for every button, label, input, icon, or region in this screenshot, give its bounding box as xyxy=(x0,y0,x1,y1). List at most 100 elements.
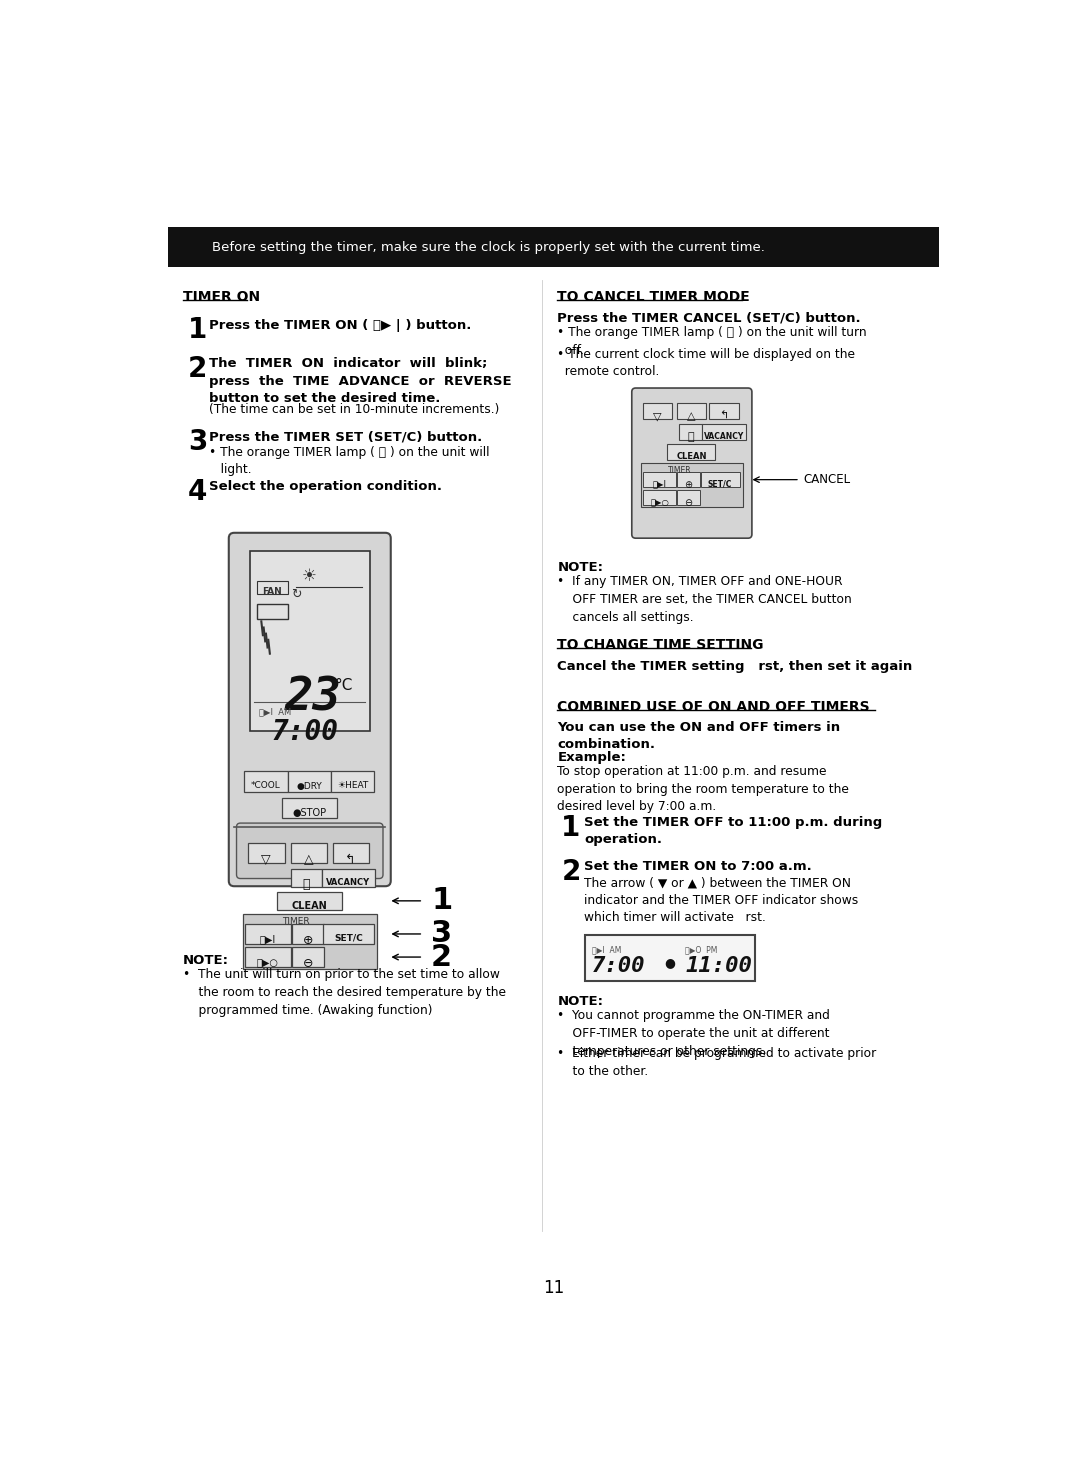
FancyBboxPatch shape xyxy=(282,799,337,818)
FancyBboxPatch shape xyxy=(276,892,342,911)
Text: •  Either timer can be programmed to activate prior
    to the other.: • Either timer can be programmed to acti… xyxy=(557,1047,877,1078)
Text: 1: 1 xyxy=(188,316,207,344)
Text: TIMER: TIMER xyxy=(669,466,691,474)
Text: △: △ xyxy=(303,853,313,867)
Text: • The current clock time will be displayed on the
  remote control.: • The current clock time will be display… xyxy=(557,348,855,379)
FancyBboxPatch shape xyxy=(642,463,743,507)
FancyBboxPatch shape xyxy=(667,444,715,460)
Text: 2: 2 xyxy=(562,858,581,886)
Text: 7:00: 7:00 xyxy=(272,717,339,746)
Text: ⊖: ⊖ xyxy=(302,958,313,970)
Text: Ⓢ: Ⓢ xyxy=(687,432,694,442)
Text: CLEAN: CLEAN xyxy=(292,900,327,911)
Text: 4: 4 xyxy=(188,477,207,507)
Text: • The orange TIMER lamp ( ⏲ ) on the unit will
   light.: • The orange TIMER lamp ( ⏲ ) on the uni… xyxy=(210,445,490,476)
Text: COMBINED USE OF ON AND OFF TIMERS: COMBINED USE OF ON AND OFF TIMERS xyxy=(557,699,870,714)
Text: 1: 1 xyxy=(431,886,453,915)
Text: Select the operation condition.: Select the operation condition. xyxy=(210,480,443,494)
Text: ☀: ☀ xyxy=(302,567,316,586)
Text: TIMER: TIMER xyxy=(282,917,309,925)
Text: ⏲▶○: ⏲▶○ xyxy=(257,958,279,967)
Text: •  If any TIMER ON, TIMER OFF and ONE-HOUR
    OFF TIMER are set, the TIMER CANC: • If any TIMER ON, TIMER OFF and ONE-HOU… xyxy=(557,576,852,624)
Text: 2: 2 xyxy=(188,355,207,383)
Text: ☀HEAT: ☀HEAT xyxy=(337,782,368,790)
Text: SET/C: SET/C xyxy=(707,480,732,489)
Text: ⏲▶I: ⏲▶I xyxy=(652,480,666,489)
Text: ⏲▶I: ⏲▶I xyxy=(259,934,275,945)
Text: °C: °C xyxy=(334,677,352,692)
Text: ●STOP: ●STOP xyxy=(293,808,326,818)
Text: ⏲▶O  PM: ⏲▶O PM xyxy=(685,946,717,955)
Text: NOTE:: NOTE: xyxy=(557,561,604,574)
FancyBboxPatch shape xyxy=(292,924,324,945)
Text: ●: ● xyxy=(664,956,675,970)
Text: ↰: ↰ xyxy=(719,411,729,422)
Text: (The time can be set in 10-minute increments.): (The time can be set in 10-minute increm… xyxy=(210,403,500,416)
Text: 3: 3 xyxy=(188,427,207,455)
Text: •  The unit will turn on prior to the set time to allow
    the room to reach th: • The unit will turn on prior to the set… xyxy=(183,968,507,1017)
FancyBboxPatch shape xyxy=(292,948,324,967)
Text: ↰: ↰ xyxy=(346,853,355,867)
FancyBboxPatch shape xyxy=(322,868,375,887)
Text: • The orange TIMER lamp ( ⏲ ) on the unit will turn
  off.: • The orange TIMER lamp ( ⏲ ) on the uni… xyxy=(557,326,867,357)
Text: ⊖: ⊖ xyxy=(685,498,692,508)
Text: 11:00: 11:00 xyxy=(685,956,752,977)
Text: Set the TIMER ON to 7:00 a.m.: Set the TIMER ON to 7:00 a.m. xyxy=(584,859,812,873)
Text: ↻: ↻ xyxy=(291,588,301,601)
Text: Press the TIMER CANCEL (SET/C) button.: Press the TIMER CANCEL (SET/C) button. xyxy=(557,311,861,325)
FancyBboxPatch shape xyxy=(677,472,700,486)
Text: VACANCY: VACANCY xyxy=(704,432,744,441)
Text: To stop operation at 11:00 p.m. and resume
operation to bring the room temperatu: To stop operation at 11:00 p.m. and resu… xyxy=(557,765,849,814)
Text: ●DRY: ●DRY xyxy=(297,782,322,790)
FancyBboxPatch shape xyxy=(167,228,940,267)
FancyBboxPatch shape xyxy=(257,580,287,595)
Text: Press the TIMER SET (SET/C) button.: Press the TIMER SET (SET/C) button. xyxy=(210,430,483,444)
FancyBboxPatch shape xyxy=(243,914,377,970)
FancyBboxPatch shape xyxy=(677,491,700,505)
Text: ▽: ▽ xyxy=(261,853,271,867)
Text: •  You cannot programme the ON-TIMER and
    OFF-TIMER to operate the unit at di: • You cannot programme the ON-TIMER and … xyxy=(557,1009,831,1058)
FancyBboxPatch shape xyxy=(643,403,672,419)
FancyBboxPatch shape xyxy=(677,403,706,419)
FancyBboxPatch shape xyxy=(248,843,284,864)
Text: TO CHANGE TIME SETTING: TO CHANGE TIME SETTING xyxy=(557,638,764,652)
Text: CANCEL: CANCEL xyxy=(804,473,851,486)
FancyBboxPatch shape xyxy=(644,491,676,505)
FancyBboxPatch shape xyxy=(644,472,676,486)
Text: SET/C: SET/C xyxy=(335,934,363,943)
Text: 3: 3 xyxy=(431,920,453,949)
Text: Before setting the timer, make sure the clock is properly set with the current t: Before setting the timer, make sure the … xyxy=(213,241,766,254)
Text: NOTE:: NOTE: xyxy=(557,995,604,1008)
FancyBboxPatch shape xyxy=(323,924,375,945)
FancyBboxPatch shape xyxy=(237,823,383,878)
Text: *COOL: *COOL xyxy=(252,782,281,790)
Text: 11: 11 xyxy=(543,1279,564,1297)
Text: ⊕: ⊕ xyxy=(302,934,313,948)
FancyBboxPatch shape xyxy=(332,771,375,792)
Text: Cancel the TIMER setting   rst, then set it again: Cancel the TIMER setting rst, then set i… xyxy=(557,660,913,673)
Text: ⏲▶I  AM: ⏲▶I AM xyxy=(592,946,622,955)
FancyBboxPatch shape xyxy=(710,403,739,419)
Text: ⊕: ⊕ xyxy=(685,480,692,489)
Text: You can use the ON and OFF timers in
combination.: You can use the ON and OFF timers in com… xyxy=(557,721,840,751)
FancyBboxPatch shape xyxy=(291,843,327,864)
Text: CLEAN: CLEAN xyxy=(676,452,706,461)
Text: 1: 1 xyxy=(562,814,581,842)
FancyBboxPatch shape xyxy=(249,551,369,730)
FancyBboxPatch shape xyxy=(291,868,322,887)
FancyBboxPatch shape xyxy=(229,533,391,886)
FancyBboxPatch shape xyxy=(244,771,287,792)
Text: Ⓢ: Ⓢ xyxy=(302,878,310,890)
FancyBboxPatch shape xyxy=(584,934,755,981)
Text: 23: 23 xyxy=(285,676,341,720)
Text: FAN: FAN xyxy=(262,588,282,596)
Text: NOTE:: NOTE: xyxy=(183,953,229,967)
FancyBboxPatch shape xyxy=(701,472,740,486)
Text: 7:00: 7:00 xyxy=(592,956,646,977)
Text: Press the TIMER ON ( ⏲▶ | ) button.: Press the TIMER ON ( ⏲▶ | ) button. xyxy=(210,319,472,332)
FancyBboxPatch shape xyxy=(679,425,702,439)
Text: TIMER ON: TIMER ON xyxy=(183,291,260,304)
FancyBboxPatch shape xyxy=(632,388,752,538)
FancyBboxPatch shape xyxy=(333,843,369,864)
Text: ⏲▶○: ⏲▶○ xyxy=(650,498,669,507)
